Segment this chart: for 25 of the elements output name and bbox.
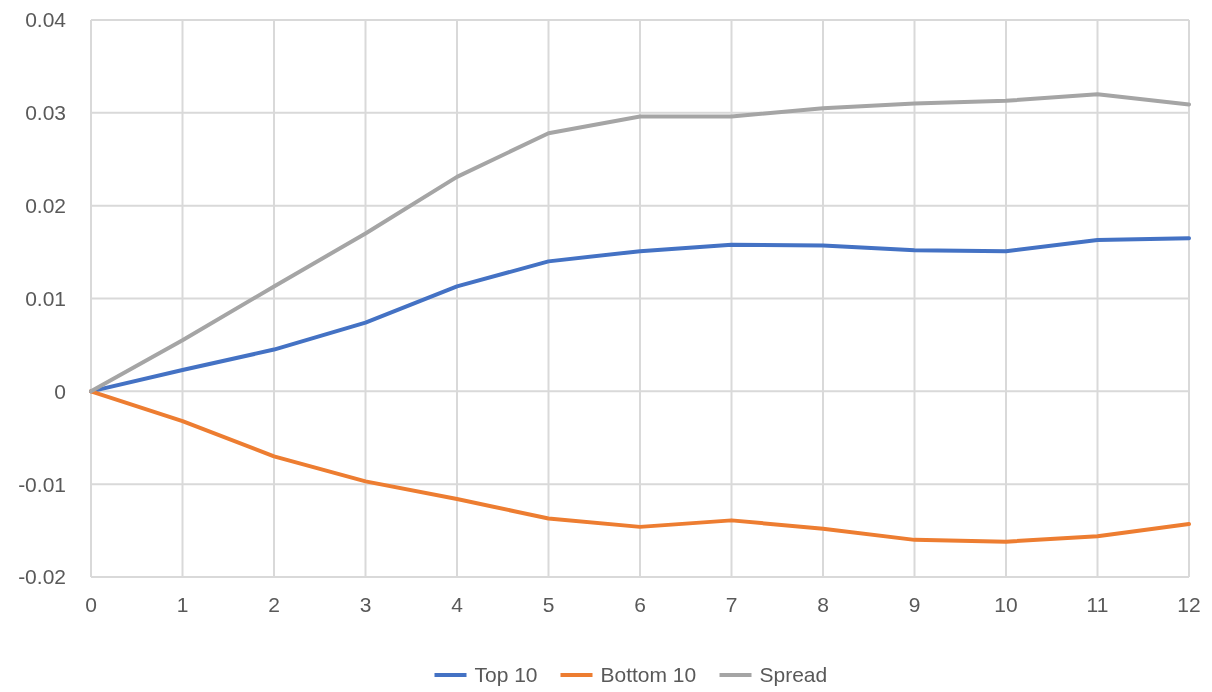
line-series	[89, 389, 1191, 544]
x-tick-label: 1	[176, 593, 189, 616]
legend-label: Bottom 10	[600, 663, 697, 687]
y-tick-label: -0.01	[18, 472, 66, 496]
x-tick-label: 6	[634, 593, 646, 616]
legend-label: Spread	[759, 663, 828, 687]
x-tick-label: 11	[1086, 593, 1109, 616]
x-tick-label: 3	[359, 593, 372, 616]
line-series	[89, 92, 1191, 394]
y-tick-label: -0.02	[18, 565, 66, 589]
x-tick-label: 5	[542, 593, 555, 616]
x-tick-label: 2	[268, 593, 280, 616]
legend-label: Top 10	[474, 663, 538, 687]
y-tick-label: 0.04	[25, 8, 67, 32]
x-tick-label: 7	[725, 593, 738, 616]
x-tick-label: 8	[817, 593, 829, 616]
x-tick-label: 4	[451, 593, 464, 616]
x-tick-label: 10	[994, 593, 1018, 616]
x-tick-label: 0	[85, 593, 97, 616]
x-tick-label: 12	[1177, 593, 1201, 616]
y-tick-label: 0.03	[25, 101, 66, 125]
y-tick-label: 0	[54, 379, 66, 403]
y-tick-label: 0.02	[25, 194, 66, 218]
y-tick-label: 0.01	[25, 286, 66, 310]
x-tick-label: 9	[908, 593, 921, 616]
